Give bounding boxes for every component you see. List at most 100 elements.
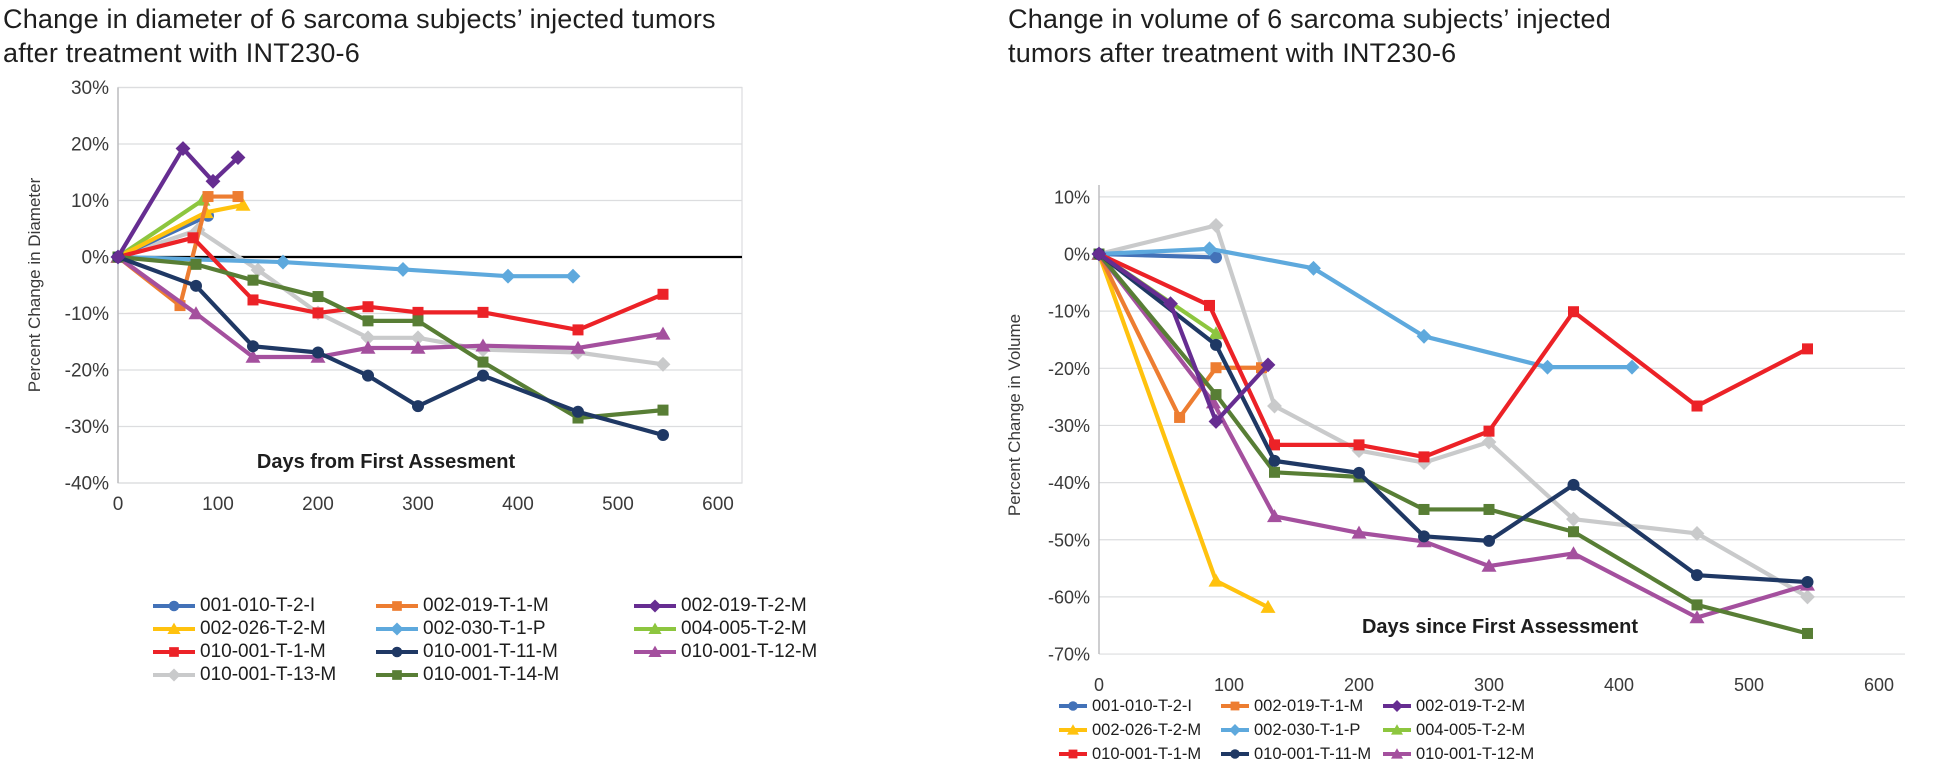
legend-column: 002-019-T-1-M 002-030-T-1-P 010-001-T-11-M… (375, 594, 559, 686)
legend-key-icon (1383, 724, 1411, 735)
diamond-marker-icon (390, 621, 404, 636)
triangle-marker-icon (245, 349, 261, 363)
triangle-marker-icon (1689, 610, 1705, 624)
circle-marker-icon (1210, 251, 1222, 264)
diamond-marker-icon (1208, 218, 1224, 233)
circle-marker-icon (572, 405, 584, 418)
diamond-marker-icon (1689, 526, 1705, 541)
square-marker-icon (190, 258, 202, 270)
diamond-marker-icon (1091, 246, 1107, 262)
square-marker-icon (412, 306, 424, 318)
chart-left-title: Change in diameter of 6 sarcoma subjects… (3, 4, 716, 68)
volume-chart-plot: 10% 0% -10% -20% -30% -40% -50% -60% -70%0 100 200… (1005, 185, 1905, 695)
triangle-marker-icon (648, 622, 662, 634)
diamond-marker-icon (1202, 241, 1217, 257)
series-line-002-019-T-1-M (1096, 251, 1264, 420)
square-marker-icon (1204, 299, 1215, 311)
diamond-marker-icon (1540, 359, 1555, 375)
square-marker-icon (312, 291, 324, 303)
diamond-marker-icon (1306, 260, 1321, 276)
square-marker-icon (1802, 343, 1813, 355)
square-marker-icon (392, 669, 402, 680)
legend-label: 001-010-T-2-I (200, 594, 316, 616)
legend-key-icon (153, 622, 195, 634)
square-marker-icon (1353, 439, 1365, 451)
y-axis-title: Percent Change in Volume (1005, 314, 1024, 516)
legend-item-002-019-T-1-M: 002-019-T-1-M (1220, 694, 1371, 718)
series-line-010-001-T-1-M (1096, 251, 1810, 459)
diamond-marker-icon (1566, 511, 1581, 527)
y-axis-tick-label: 0% (1064, 245, 1090, 265)
legend-item-002-019-T-1-M: 002-019-T-1-M (375, 594, 559, 617)
triangle-marker-icon (360, 340, 376, 354)
y-axis-tick-label: -20% (1048, 359, 1090, 379)
square-marker-icon (392, 600, 402, 611)
series-line-010-001-T-12-M (115, 254, 666, 360)
square-marker-icon (312, 307, 324, 319)
triangle-marker-icon (1208, 573, 1224, 587)
circle-marker-icon (1483, 534, 1495, 547)
series-markers-010-001-T-12-M (110, 249, 671, 363)
circle-marker-icon (391, 646, 403, 657)
legend-key-icon (153, 600, 195, 611)
legend-item-010-001-T-13-M: 010-001-T-13-M (152, 663, 336, 686)
diamond-marker-icon (410, 330, 426, 346)
y-axis-tick-label: 20% (71, 135, 109, 156)
square-marker-icon (169, 646, 179, 657)
legend-item-002-019-T-2-M: 002-019-T-2-M (633, 594, 817, 617)
square-marker-icon (247, 294, 259, 306)
legend-key-icon (153, 667, 195, 682)
x-axis-tick-label: 0 (113, 494, 124, 515)
y-axis-tick-label: -60% (1048, 587, 1090, 607)
triangle-marker-icon (1208, 326, 1224, 340)
y-axis-tick-label: -30% (65, 417, 109, 438)
y-axis-tick-label: -40% (1048, 473, 1090, 493)
triangle-marker-icon (410, 340, 426, 354)
square-marker-icon (202, 191, 214, 203)
square-marker-icon (174, 300, 186, 312)
circle-marker-icon (362, 369, 374, 382)
diamond-marker-icon (275, 254, 291, 270)
legend-label: 010-001-T-1-M (1092, 744, 1202, 763)
circle-marker-icon (312, 346, 324, 359)
x-axis-tick-label: 300 (1474, 675, 1504, 695)
legend-key-icon (634, 622, 676, 634)
y-axis-tick-label: 10% (1054, 187, 1090, 207)
series-markers-010-001-T-1-M (1093, 248, 1813, 463)
legend-label: 010-001-T-1-M (200, 640, 326, 662)
legend-item-002-030-T-1-P: 002-030-T-1-P (375, 617, 559, 640)
square-marker-icon (1418, 503, 1430, 515)
legend-item-010-001-T-12-M: 010-001-T-12-M (1382, 742, 1534, 766)
legend-key-icon (376, 669, 418, 680)
square-marker-icon (362, 315, 374, 327)
square-marker-icon (1269, 439, 1280, 451)
y-axis-tick-label: -20% (65, 361, 109, 382)
legend-label: 002-019-T-2-M (1416, 696, 1526, 715)
legend-label: 002-030-T-1-P (1254, 720, 1361, 739)
x-axis-tick-label: 200 (302, 494, 334, 515)
legend-item-010-001-T-11-M: 010-001-T-11-M (1220, 742, 1371, 766)
diamond-marker-icon (1391, 700, 1403, 712)
triangle-marker-icon (188, 306, 204, 320)
legend-key-icon (376, 646, 418, 657)
legend-label: 010-001-T-11-M (1254, 744, 1372, 763)
legend-key-icon (1059, 724, 1087, 735)
diamond-marker-icon (250, 262, 266, 278)
legend-key-icon (1383, 748, 1411, 759)
series-markers-002-026-T-2-M (1091, 246, 1276, 613)
legend-key-icon (1221, 724, 1249, 736)
x-axis-tick-label: 100 (202, 494, 234, 515)
y-axis-title: Percent Change in Diameter (25, 177, 44, 392)
y-axis-tick-label: -40% (65, 474, 109, 495)
diamond-marker-icon (230, 150, 246, 165)
diamond-marker-icon (1229, 724, 1241, 736)
legend-label: 002-019-T-2-M (681, 594, 807, 616)
legend-key-icon (376, 600, 418, 611)
triangle-marker-icon (475, 338, 491, 352)
x-axis-tick-label: 0 (1094, 675, 1104, 695)
circle-marker-icon (190, 279, 202, 292)
circle-marker-icon (657, 428, 669, 441)
legend-key-icon (634, 645, 676, 657)
circle-marker-icon (1418, 530, 1430, 543)
